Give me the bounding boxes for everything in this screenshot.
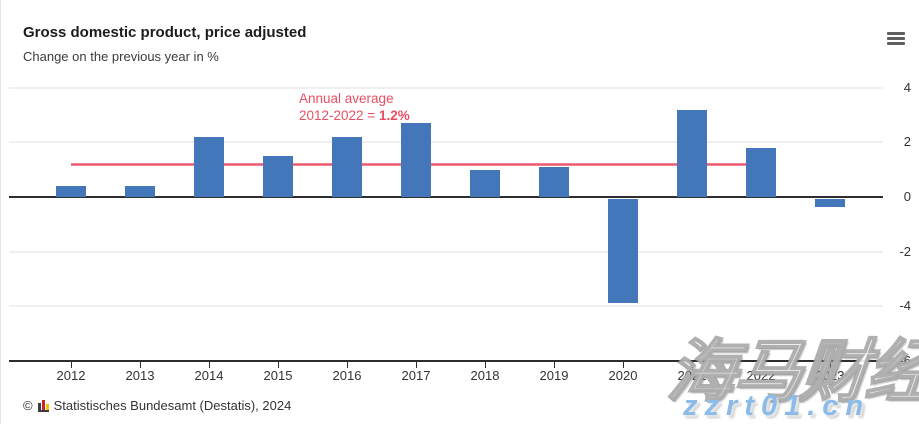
y-axis-label: -4 — [899, 298, 911, 314]
bar-2017[interactable] — [401, 123, 431, 197]
x-axis-label: 2012 — [56, 368, 86, 383]
x-axis-label: 2017 — [401, 368, 431, 383]
x-axis-label: 2016 — [332, 368, 362, 383]
x-axis-label: 2023 — [815, 368, 845, 383]
x-axis-tick — [623, 362, 624, 368]
x-axis-label: 2020 — [608, 368, 638, 383]
x-axis-tick — [71, 362, 72, 368]
average-annotation-value: 1.2% — [378, 108, 410, 123]
zero-line — [9, 196, 883, 198]
y-axis-label: 2 — [903, 134, 911, 150]
average-annotation: Annual average 2012-2022 = 1.2% — [299, 90, 410, 124]
x-axis-tick — [830, 362, 831, 368]
x-axis-tick — [692, 362, 693, 368]
chart-subtitle: Change on the previous year in % — [23, 49, 219, 64]
y-axis-label: -2 — [899, 243, 911, 259]
bar-2020[interactable] — [608, 199, 638, 303]
y-axis-label: 0 — [903, 189, 911, 204]
gridline — [9, 250, 883, 253]
x-axis-label: 2022 — [746, 368, 776, 383]
average-annotation-line2-prefix: 2012-2022 = — [299, 108, 379, 123]
bar-2013[interactable] — [125, 186, 155, 197]
bar-2016[interactable] — [332, 137, 362, 197]
hamburger-menu-icon[interactable] — [887, 32, 905, 47]
x-axis-tick — [140, 362, 141, 368]
bar-2019[interactable] — [539, 167, 569, 197]
x-axis-tick — [209, 362, 210, 368]
x-axis-tick — [347, 362, 348, 368]
x-axis-label: 2018 — [470, 368, 500, 383]
bar-2012[interactable] — [56, 186, 86, 197]
x-axis-tick — [416, 362, 417, 368]
bar-2018[interactable] — [470, 170, 500, 197]
x-axis-label: 2021 — [677, 368, 707, 383]
bar-2021[interactable] — [677, 110, 707, 197]
destatis-logo-icon — [37, 399, 49, 412]
gridline — [9, 141, 883, 144]
y-axis-label: -6 — [899, 352, 911, 368]
x-axis-tick — [554, 362, 555, 368]
y-axis-label: 4 — [903, 79, 911, 95]
x-axis-label: 2013 — [125, 368, 155, 383]
chart-title: Gross domestic product, price adjusted — [23, 24, 307, 41]
bar-2014[interactable] — [194, 137, 224, 197]
bar-2015[interactable] — [263, 156, 293, 197]
x-axis-tick — [761, 362, 762, 368]
x-axis-label: 2019 — [539, 368, 569, 383]
gridline — [9, 305, 883, 308]
x-axis-tick — [278, 362, 279, 368]
x-axis-tick — [485, 362, 486, 368]
average-annotation-line1: Annual average — [299, 91, 394, 106]
source-line: © Statistisches Bundesamt (Destatis), 20… — [23, 398, 291, 413]
bar-2023[interactable] — [815, 199, 845, 207]
x-axis-line — [9, 359, 883, 362]
bar-2022[interactable] — [746, 148, 776, 197]
watermark-url: zzrt01.cn — [683, 390, 871, 422]
x-axis-label: 2014 — [194, 368, 224, 383]
copyright-symbol: © — [23, 398, 33, 413]
x-axis-label: 2015 — [263, 368, 293, 383]
gridline — [9, 86, 883, 89]
source-text: Statistisches Bundesamt (Destatis), 2024 — [53, 398, 292, 413]
